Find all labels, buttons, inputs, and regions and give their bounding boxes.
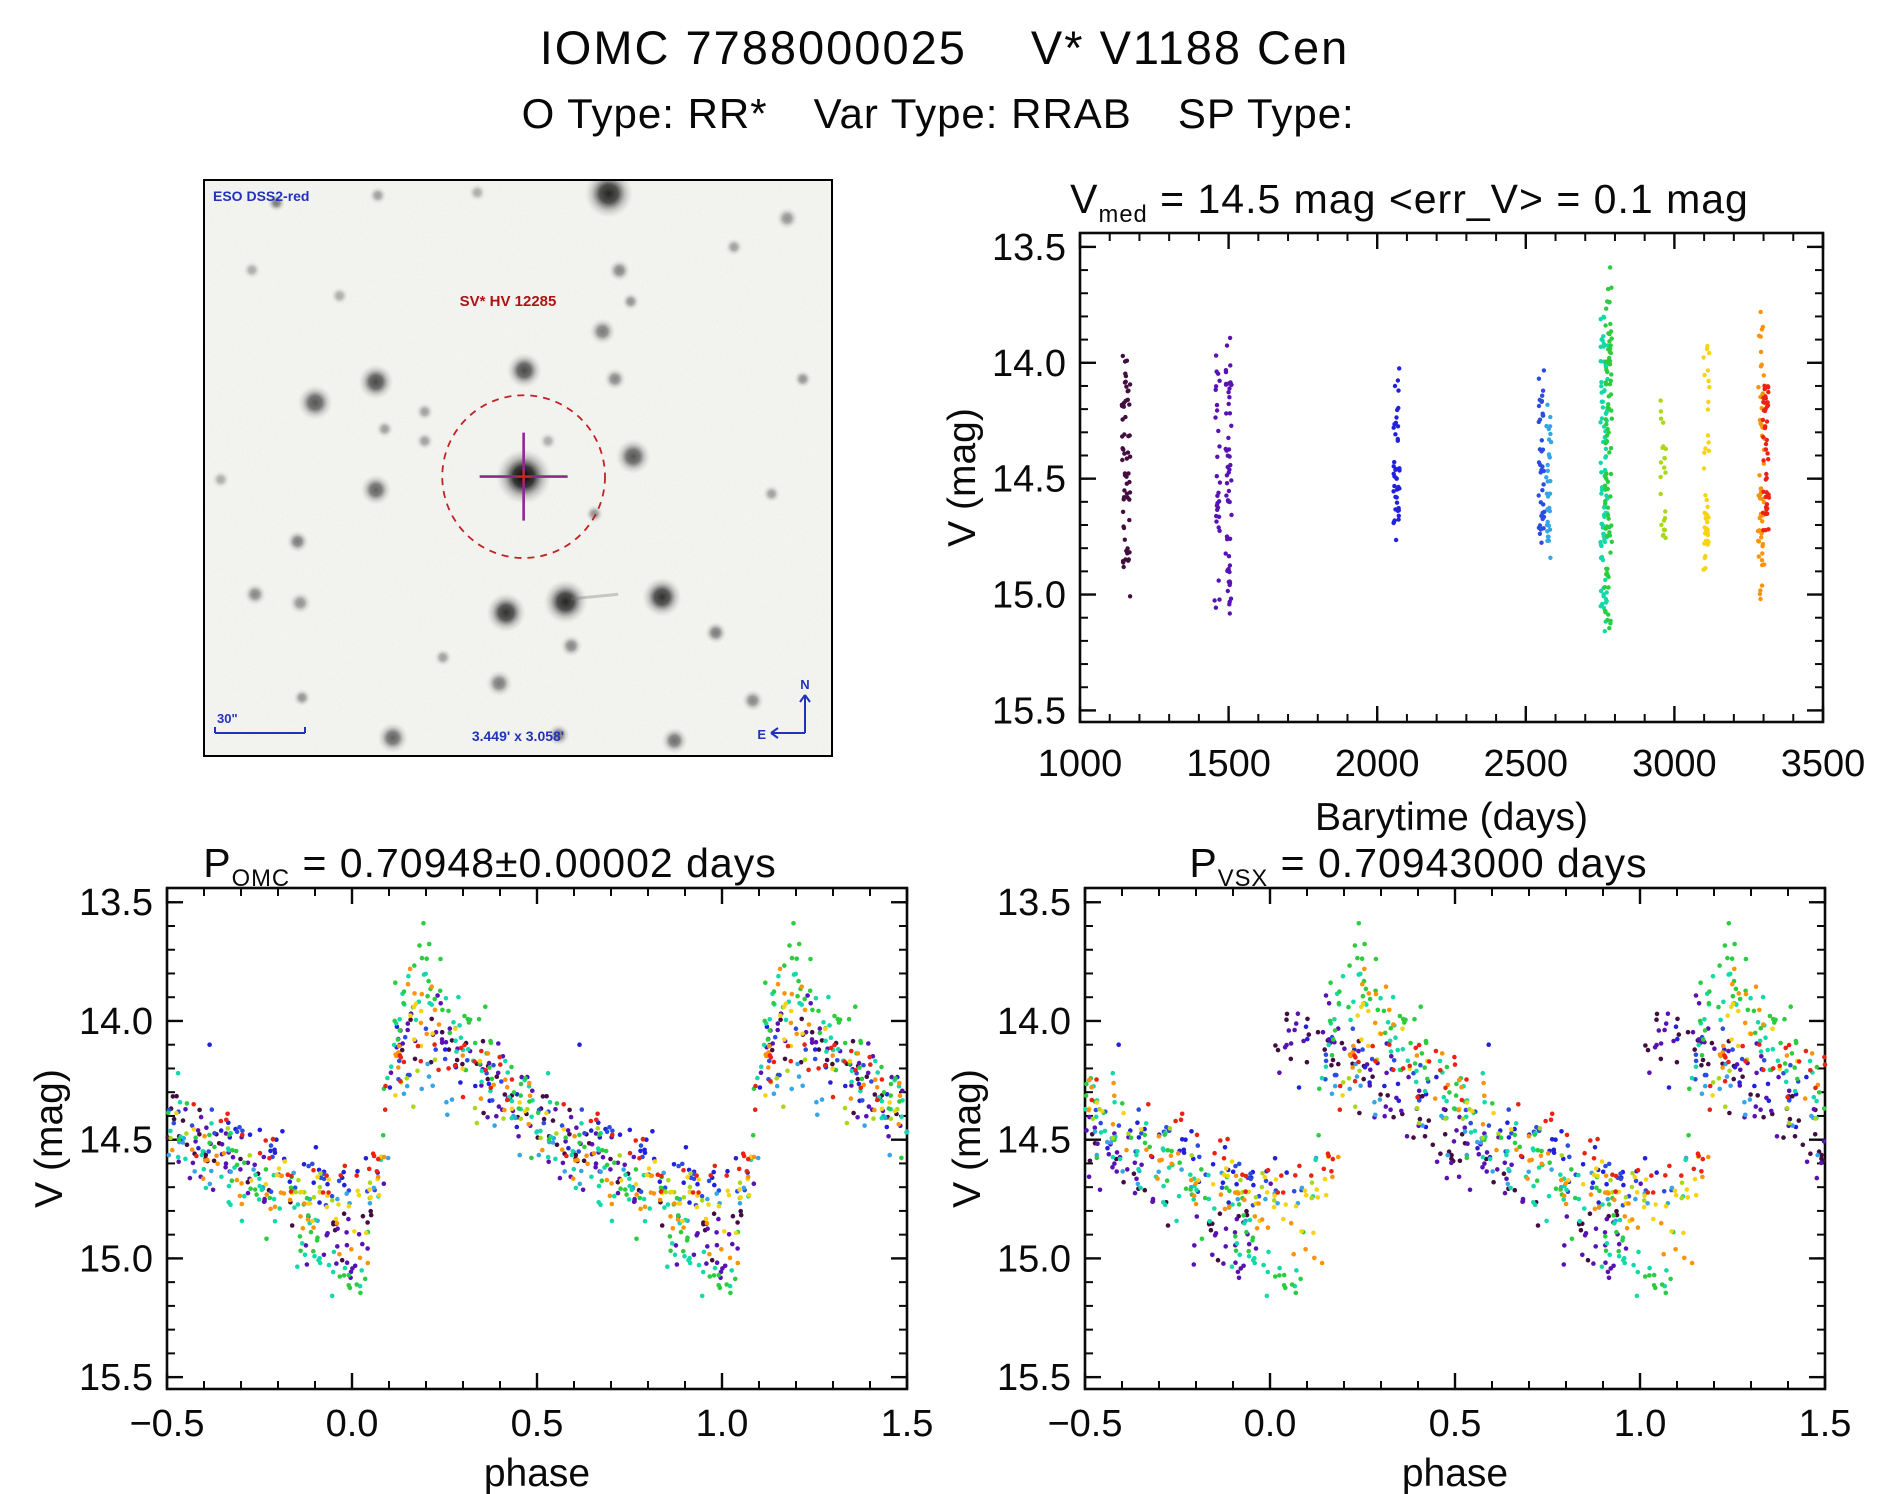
y-tick-label: 15.0 [992, 575, 1066, 617]
fov-label: 3.449' x 3.058' [472, 728, 564, 744]
timeseries-title-text: = 14.5 mag <err_V> = 0.1 mag [1147, 176, 1749, 222]
star-field [211, 181, 812, 754]
phase-vsx-title: PVSX = 0.70943000 days [948, 840, 1889, 893]
phase-vsx-title-text: = 0.70943000 days [1268, 840, 1648, 886]
timeseries-panel: 1000 1500 2000 2500 3000 3500 13.5 14.0 14.5 15.0… [930, 130, 1889, 860]
phase-omc-title-text: = 0.70948±0.00002 days [290, 840, 777, 886]
y-tick-label: 14.0 [79, 1001, 153, 1043]
x-tick-label: 3000 [1632, 743, 1717, 785]
target-center-mark [516, 469, 531, 484]
y-tick-label: 14.5 [79, 1120, 153, 1162]
y-tick-label: 13.5 [79, 882, 153, 924]
y-tick-label: 14.0 [997, 1001, 1071, 1043]
scatter-points [165, 921, 910, 1299]
x-tick-label: 0.0 [326, 1403, 379, 1445]
scatter-points [1119, 265, 1772, 634]
plot-frame [1078, 231, 1825, 724]
sp-type-label: SP Type: [1177, 90, 1355, 137]
target-name-label: SV* HV 12285 [460, 293, 557, 310]
x-tick-label: 1.5 [1799, 1403, 1852, 1445]
x-tick-label: 1.0 [1614, 1403, 1667, 1445]
scale-bar-label: 30" [217, 711, 238, 726]
finding-chart: ESO DSS2-red SV* HV 12285 30" 3.449' x 3.05… [203, 179, 833, 757]
y-axis-label: V (mag) [948, 1069, 989, 1208]
o-type-value: RR* [687, 90, 768, 137]
scale-bar [214, 727, 306, 734]
timeseries-title-subscript: med [1098, 201, 1148, 229]
scatter-points [1083, 921, 1828, 1299]
x-tick-label: 3500 [1781, 743, 1866, 785]
y-tick-label: 15.5 [992, 690, 1066, 732]
y-tick-label: 14.5 [992, 459, 1066, 501]
page-subtitle: O Type: RR* Var Type: RRAB SP Type: [0, 90, 1889, 138]
y-tick-label: 15.5 [79, 1357, 153, 1399]
phase-omc-panel: −0.5 0.0 0.5 1.0 1.5 13.5 14.0 14.5 15.0 15.5 phas… [30, 820, 950, 1494]
x-axis-label: phase [484, 1452, 590, 1494]
phase-vsx-title-symbol: P [1189, 840, 1218, 886]
y-tick-label: 13.5 [997, 882, 1071, 924]
x-tick-label: −0.5 [129, 1403, 204, 1445]
x-tick-label: 0.0 [1244, 1403, 1297, 1445]
compass [770, 694, 811, 739]
timeseries-title-symbol: V [1070, 176, 1099, 222]
x-tick-label: 0.5 [1429, 1403, 1482, 1445]
star-name: V* V1188 Cen [1030, 21, 1350, 74]
o-type-label: O Type: [521, 90, 675, 137]
compass-north-label: N [800, 677, 809, 692]
phase-omc-title: POMC = 0.70948±0.00002 days [30, 840, 950, 893]
y-tick-label: 14.0 [992, 343, 1066, 385]
phase-vsx-plot: −0.5 0.0 0.5 1.0 1.5 13.5 14.0 14.5 15.0 15.5 phas… [948, 882, 1852, 1494]
var-type-label: Var Type: [813, 90, 999, 137]
x-axis-label: Barytime (days) [1315, 796, 1588, 839]
finding-chart-image: ESO DSS2-red SV* HV 12285 30" 3.449' x 3.05… [205, 181, 831, 755]
compass-east-label: E [757, 727, 766, 742]
target-aperture-circle [441, 394, 606, 559]
y-tick-label: 15.5 [997, 1357, 1071, 1399]
var-type-value: RRAB [1011, 90, 1132, 137]
phase-omc-plot: −0.5 0.0 0.5 1.0 1.5 13.5 14.0 14.5 15.0 15.5 phas… [30, 882, 934, 1494]
x-tick-label: 2500 [1484, 743, 1569, 785]
page-title: IOMC 7788000025 V* V1188 Cen [0, 20, 1889, 75]
phase-vsx-panel: −0.5 0.0 0.5 1.0 1.5 13.5 14.0 14.5 15.0 15.5 phas… [948, 820, 1889, 1494]
y-axis-label: V (mag) [941, 408, 984, 547]
plot-frame [1083, 886, 1827, 1391]
x-tick-label: 0.5 [511, 1403, 564, 1445]
y-tick-label: 15.0 [997, 1238, 1071, 1280]
x-tick-label: 2000 [1335, 743, 1420, 785]
x-tick-label: −0.5 [1047, 1403, 1122, 1445]
y-tick-label: 15.0 [79, 1238, 153, 1280]
y-axis-label: V (mag) [30, 1069, 71, 1208]
x-axis-label: phase [1402, 1452, 1508, 1494]
survey-label: ESO DSS2-red [213, 188, 309, 204]
instrument-id: IOMC 7788000025 [539, 21, 967, 74]
timeseries-plot: 1000 1500 2000 2500 3000 3500 13.5 14.0 14.5 15.0… [941, 227, 1866, 839]
x-tick-label: 1.0 [696, 1403, 749, 1445]
x-tick-label: 1.5 [881, 1403, 934, 1445]
y-tick-label: 14.5 [997, 1120, 1071, 1162]
timeseries-title: Vmed = 14.5 mag <err_V> = 0.1 mag [930, 176, 1889, 229]
y-tick-label: 13.5 [992, 227, 1066, 269]
phase-omc-title-symbol: P [203, 840, 232, 886]
x-tick-label: 1500 [1186, 743, 1271, 785]
x-tick-label: 1000 [1038, 743, 1123, 785]
